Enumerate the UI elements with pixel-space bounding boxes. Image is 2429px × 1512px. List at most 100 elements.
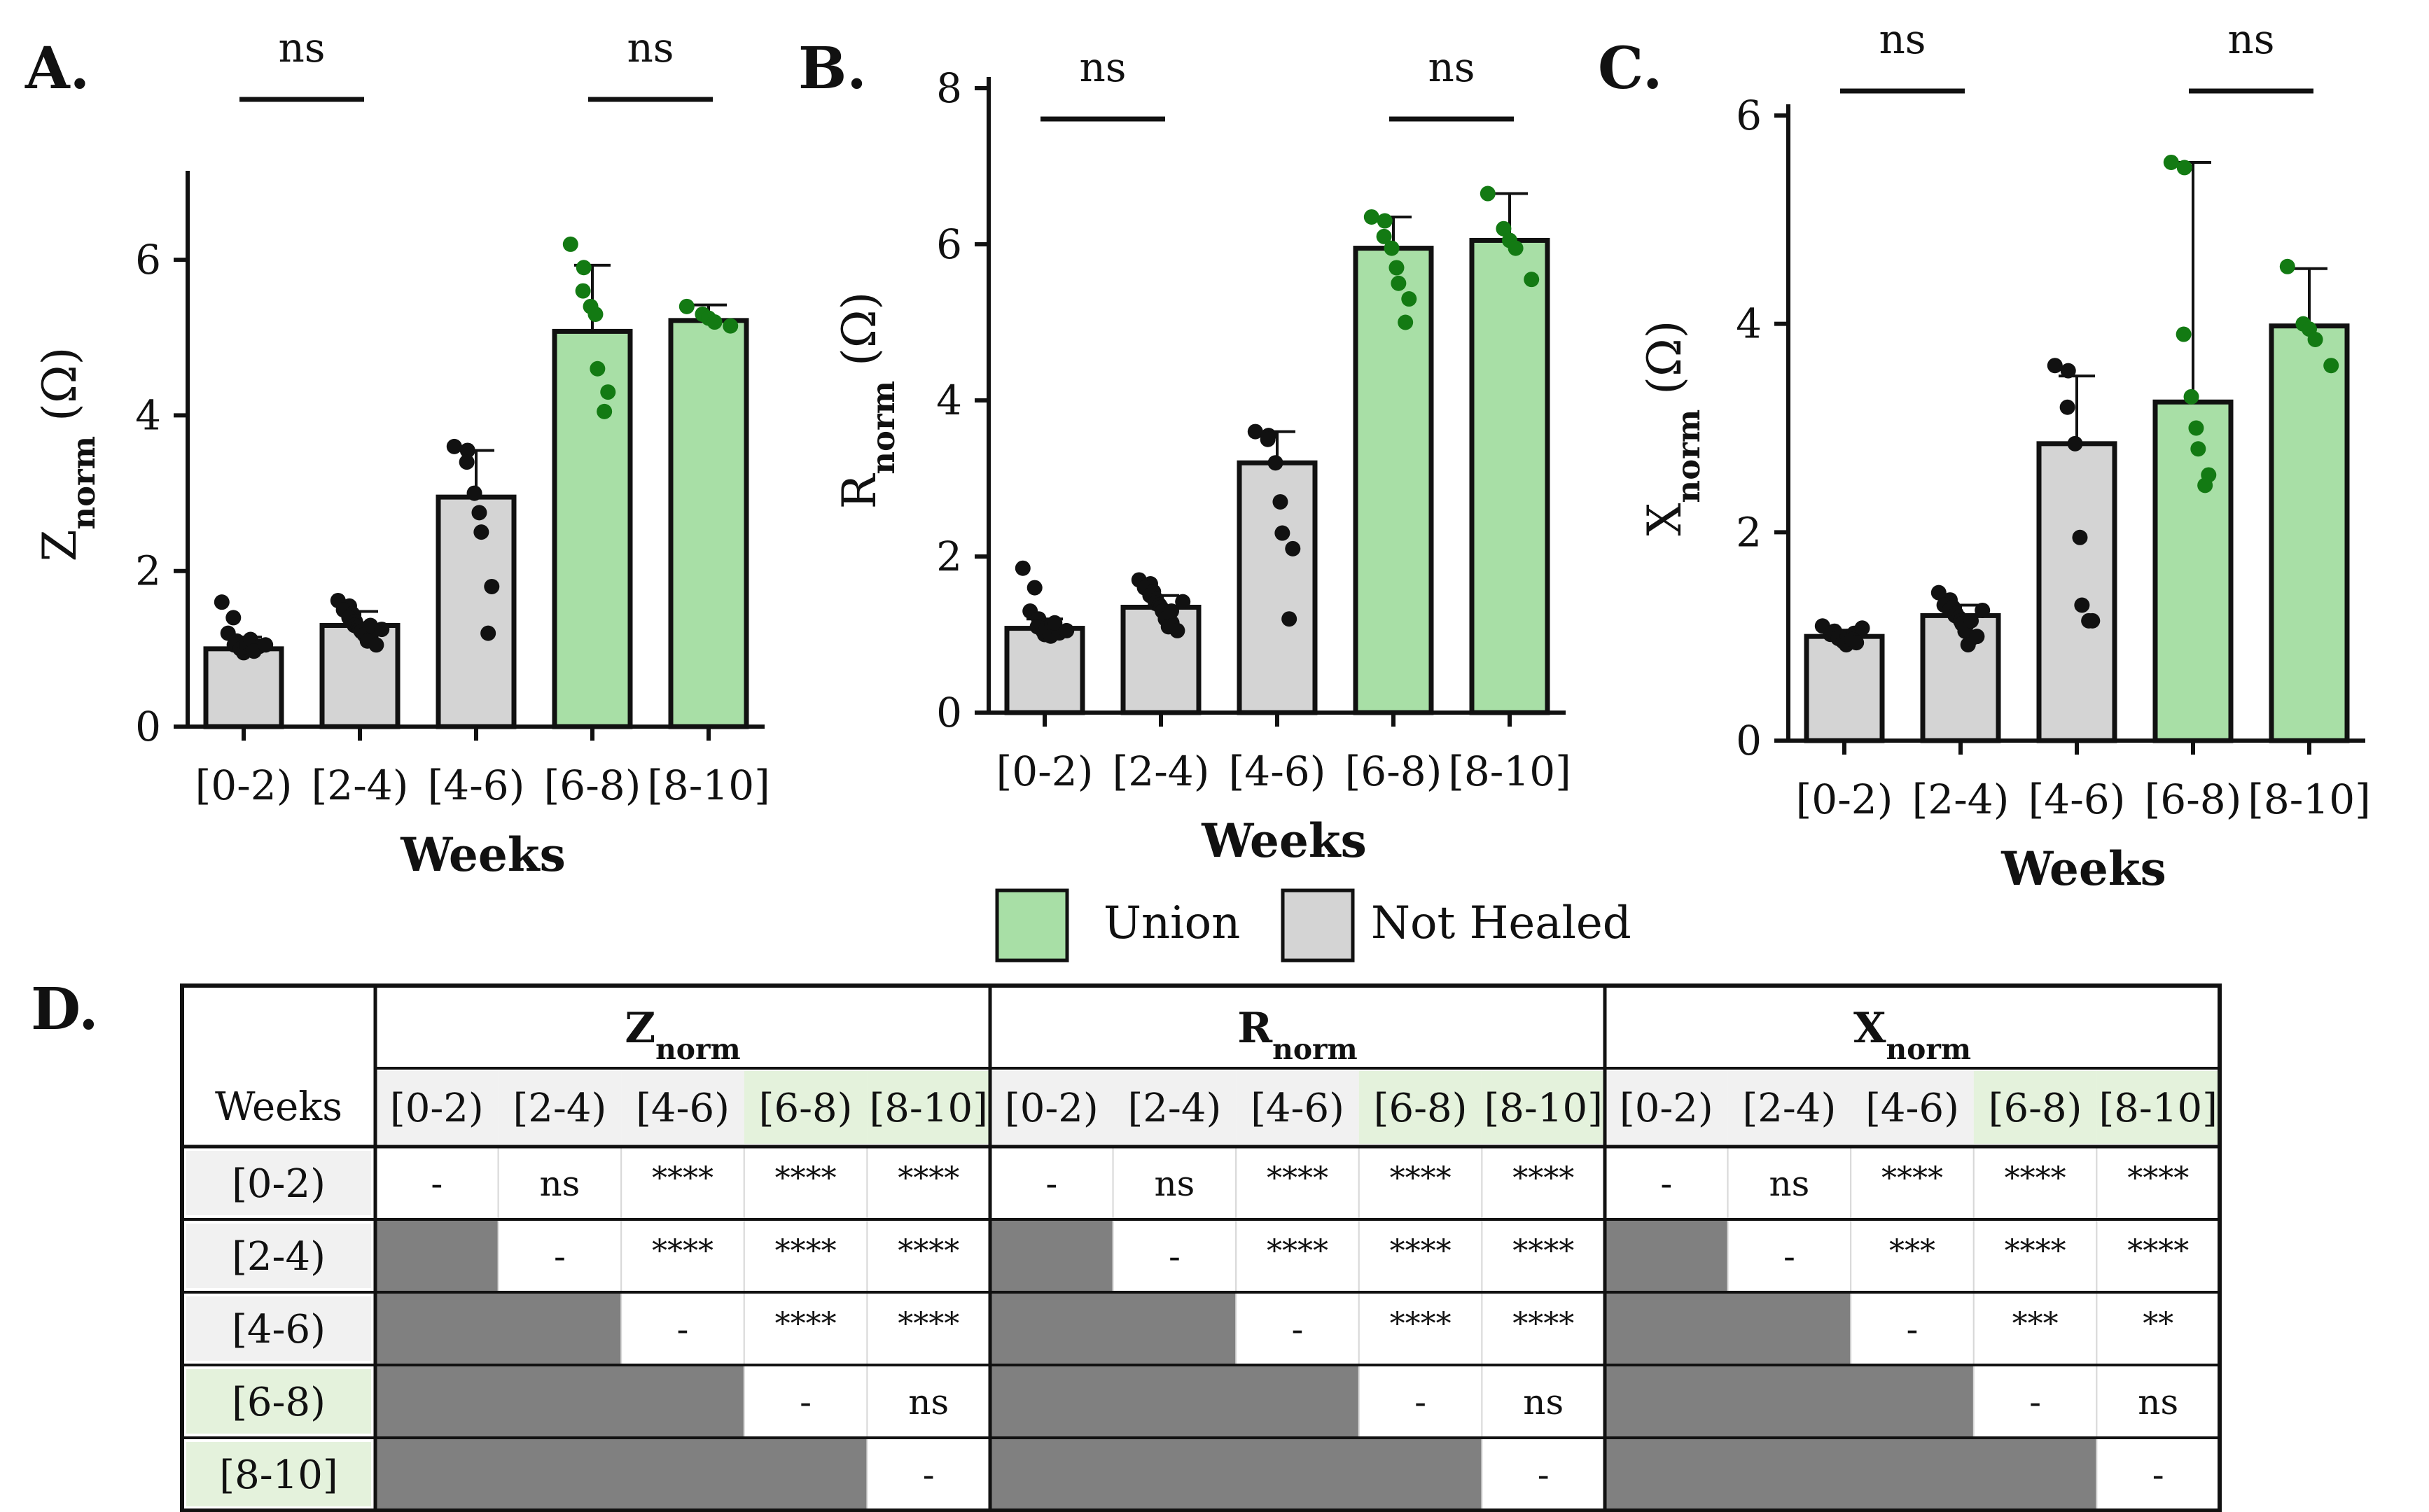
comparison-label: ns — [627, 24, 674, 71]
data-point — [590, 360, 606, 377]
table-cell-value: - — [1045, 1163, 1057, 1204]
table-cell-value: ns — [908, 1382, 949, 1422]
shaded-cell — [498, 1292, 622, 1365]
table-cell — [1358, 1146, 1483, 1220]
shaded-cell — [498, 1438, 622, 1511]
data-point — [1047, 615, 1063, 631]
table-cell-value: - — [1538, 1455, 1550, 1495]
table-cell-value: **** — [2127, 1233, 2189, 1269]
shaded-cell — [1113, 1365, 1237, 1438]
column-header-label: [8-10] — [2099, 1086, 2218, 1131]
shaded-cell — [1358, 1438, 1482, 1511]
data-point — [2197, 477, 2213, 493]
y-tick-label: 0 — [135, 703, 161, 750]
group-header-sub: norm — [1886, 1032, 1972, 1066]
chart-panel-c: C. 0 2 4 6 [0-2) [2-4) [4-6) [6-8) [8-10] Weeks Xno… — [1598, 15, 2371, 896]
data-point — [1969, 629, 1985, 645]
significance-table: D. [0-2) [2-4) [4-6) [6-8) [8-10] Weeks Znorm [0… — [31, 976, 2222, 1512]
table-cell-value: **** — [775, 1161, 837, 1196]
data-point — [2323, 358, 2339, 374]
group-header-sub: norm — [1272, 1032, 1358, 1066]
x-tick-label: [4-6) — [428, 762, 525, 809]
x-tick-label: [2-4) — [1912, 776, 2010, 823]
table-cell-value: - — [1169, 1236, 1181, 1277]
column-header-bg — [375, 1071, 499, 1144]
column-header-label: [2-4) — [513, 1086, 606, 1131]
bar — [2269, 323, 2350, 743]
data-point — [1930, 584, 1947, 601]
data-point — [2081, 612, 2097, 629]
shaded-cell — [1851, 1438, 1975, 1511]
x-axis-title: Weeks — [2000, 841, 2166, 896]
shaded-cell — [375, 1365, 499, 1438]
x-tick-label: [2-4) — [1113, 748, 1210, 795]
x-axis-title: Weeks — [400, 827, 566, 882]
table-cell-value: **** — [1512, 1233, 1574, 1269]
table-cell-value: - — [2029, 1382, 2041, 1422]
column-header-bg — [498, 1071, 622, 1144]
shaded-cell — [1727, 1292, 1851, 1365]
column-header-label: [6-8) — [1989, 1086, 2082, 1131]
data-point — [1175, 594, 1191, 610]
y-tick-label: 6 — [1736, 92, 1762, 139]
table-cell — [1358, 1364, 1483, 1438]
data-point — [225, 610, 242, 626]
column-header-bg — [990, 1071, 1113, 1144]
table-cell-value: **** — [1390, 1306, 1452, 1342]
comparison-label: ns — [278, 24, 325, 71]
table-cell-value: - — [1907, 1309, 1919, 1350]
shaded-cell — [1851, 1365, 1975, 1438]
y-axis-title-unit: (Ω) — [833, 292, 886, 381]
table-cell — [2096, 1292, 2220, 1366]
y-tick-label: 4 — [135, 391, 161, 439]
table-cell-value: - — [2152, 1455, 2164, 1495]
data-point — [1398, 314, 1414, 330]
bar — [203, 646, 284, 729]
data-point — [2047, 358, 2063, 374]
table-cell-value: *** — [1889, 1233, 1935, 1269]
table-cell-value: **** — [1267, 1233, 1328, 1269]
table-cell-value: ns — [1769, 1163, 1809, 1204]
data-point — [2176, 160, 2192, 176]
column-header-label: [8-10] — [869, 1086, 988, 1131]
data-point — [575, 283, 591, 299]
shaded-cell — [1236, 1438, 1360, 1511]
shaded-cell — [1113, 1438, 1237, 1511]
shaded-cell — [621, 1365, 745, 1438]
data-point — [1285, 540, 1301, 556]
data-point — [562, 236, 578, 252]
column-header-bg — [1605, 1071, 1728, 1144]
column-header-bg — [744, 1071, 868, 1144]
table-cell — [375, 1146, 499, 1220]
data-point — [2307, 331, 2323, 347]
table-cell-value: **** — [2005, 1233, 2066, 1269]
comparison-label: ns — [1079, 43, 1126, 91]
group-header-base: Z — [625, 1004, 655, 1053]
table-cell — [866, 1292, 991, 1366]
table-cell-value: ** — [2143, 1306, 2173, 1342]
data-point — [214, 594, 230, 610]
column-header-bg — [621, 1071, 744, 1144]
row-header-bg — [186, 1442, 371, 1506]
data-point — [1389, 260, 1405, 276]
shaded-cell — [375, 1219, 499, 1292]
table-cell — [1850, 1292, 1975, 1366]
row-header-label: [4-6) — [232, 1307, 326, 1352]
table-cell — [497, 1146, 622, 1220]
y-tick-label: 6 — [135, 236, 161, 284]
column-header-label: [6-8) — [1374, 1086, 1468, 1131]
y-axis-title-base: Z — [33, 530, 87, 562]
x-tick-label: [0-2) — [195, 762, 293, 809]
table-cell — [2096, 1219, 2220, 1293]
bar — [1353, 246, 1434, 715]
table-cell — [743, 1219, 868, 1293]
y-axis-title-sub: norm — [65, 436, 102, 530]
data-point — [1272, 493, 1288, 510]
data-point — [2279, 258, 2295, 274]
table-cell — [2096, 1146, 2220, 1220]
shaded-cell — [744, 1438, 868, 1511]
corner-label: Weeks — [215, 1084, 342, 1130]
table-cell — [1358, 1292, 1483, 1366]
